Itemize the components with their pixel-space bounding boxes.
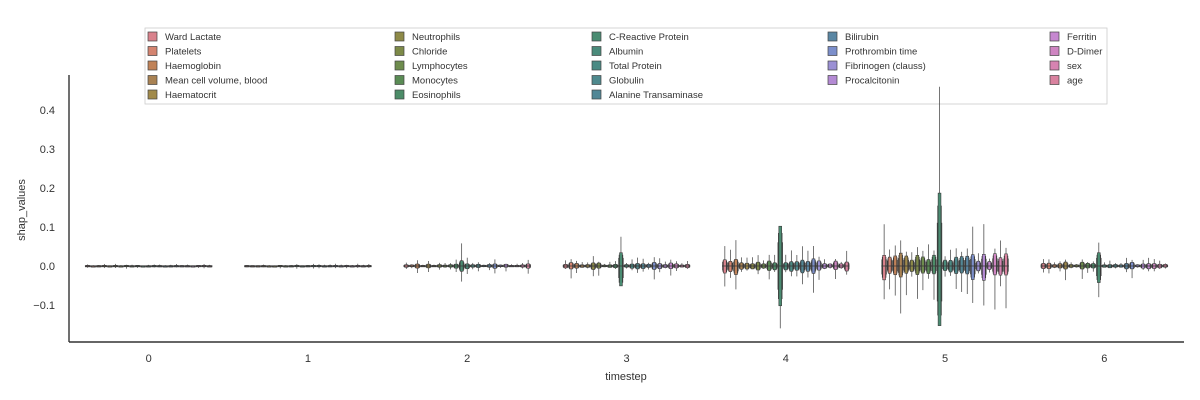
legend-label: Fibrinogen (clauss)	[845, 61, 926, 72]
legend-label: Ward Lactate	[165, 32, 221, 43]
legend-label: Haematocrit	[165, 90, 217, 101]
legend-swatch	[147, 31, 158, 42]
legend-frame	[144, 27, 1108, 105]
boxen-level	[993, 253, 997, 276]
x-tick-label: 4	[783, 353, 789, 365]
boxen-level	[971, 254, 975, 280]
legend-swatch	[827, 46, 838, 56]
legend-label: Ferritin	[1067, 32, 1097, 43]
boxen-level	[728, 261, 733, 272]
axes: −0.1 0.0 0.1 0.2 0.3 0.4 0 1 2 3 4 5 6 timestep sha…	[16, 75, 1184, 383]
boxen-level	[921, 256, 925, 274]
legend-label: Procalcitonin	[845, 76, 899, 87]
legend-swatch	[591, 60, 602, 71]
boxen-level	[845, 261, 849, 272]
boxen-level	[959, 256, 964, 274]
legend-label: Neutrophils	[412, 32, 460, 43]
legend-swatch	[394, 75, 405, 85]
legend-label: Bilirubin	[845, 32, 879, 43]
boxen-level	[932, 254, 936, 275]
boxen-level	[998, 257, 1003, 276]
legend-swatch	[1049, 46, 1060, 56]
y-tick-label: 0.1	[40, 222, 55, 234]
legend: Ward Lactate Platelets Haemoglobin Mean cel…	[144, 27, 1108, 105]
legend-label: Lymphocytes	[412, 61, 468, 72]
boxen-level	[904, 255, 909, 274]
y-tick-label: −0.1	[33, 300, 55, 312]
legend-swatch	[591, 75, 602, 85]
legend-label: Chloride	[412, 47, 447, 58]
legend-label: Mean cell volume, blood	[165, 76, 267, 87]
legend-swatch	[827, 31, 838, 42]
boxen-level	[833, 260, 838, 270]
y-tick-label: 0.0	[40, 261, 55, 273]
legend-label: sex	[1067, 61, 1082, 72]
x-tick-label: 0	[146, 353, 152, 365]
boxen-level	[1097, 252, 1101, 283]
boxen-level	[817, 260, 821, 271]
legend-swatch	[147, 89, 158, 100]
legend-swatch	[1049, 75, 1060, 85]
boxen-level	[789, 261, 794, 272]
legend-label: Eosinophils	[412, 90, 461, 101]
boxen-level	[987, 261, 992, 270]
boxen-level	[893, 255, 897, 276]
legend-swatch	[1049, 60, 1060, 71]
x-tick-label: 6	[1101, 353, 1107, 365]
boxen-level	[1004, 253, 1008, 276]
y-axis-label: shap_values	[16, 179, 28, 241]
legend-label: Alanine Transaminase	[609, 90, 703, 101]
legend-swatch	[394, 60, 405, 71]
legend-label: Monocytes	[412, 76, 458, 87]
plot-area	[84, 86, 1169, 329]
legend-label: C-Reactive Protein	[609, 32, 689, 43]
boxen-level	[1063, 261, 1068, 270]
legend-label: D-Dimer	[1067, 47, 1102, 58]
boxen-level	[937, 192, 942, 326]
boxen-level	[882, 255, 886, 281]
legend-swatch	[1049, 31, 1060, 42]
legend-swatch	[394, 89, 405, 100]
legend-label: Haemoglobin	[165, 61, 221, 72]
x-axis-label: timestep	[605, 371, 647, 383]
boxen-level	[954, 256, 958, 274]
legend-label: age	[1067, 76, 1083, 87]
x-tick-label: 5	[942, 353, 948, 365]
boxen-level	[965, 255, 969, 275]
legend-swatch	[591, 46, 602, 56]
legend-label: Globulin	[609, 76, 644, 87]
legend-swatch	[591, 31, 602, 42]
boxen-level	[926, 259, 931, 274]
legend-label: Prothrombin time	[845, 47, 917, 58]
y-tick-label: 0.2	[40, 183, 55, 195]
x-tick-label: 2	[464, 353, 470, 365]
legend-swatch	[827, 60, 838, 71]
legend-swatch	[147, 60, 158, 71]
legend-label: Total Protein	[609, 61, 662, 72]
boxen-level	[887, 256, 892, 274]
boxen-level	[943, 259, 947, 271]
legend-label: Albumin	[609, 47, 643, 58]
boxen-level	[723, 259, 727, 274]
boxen-level	[899, 252, 903, 278]
legend-label: Platelets	[165, 47, 202, 58]
boxen-level	[915, 255, 920, 275]
y-tick-label: 0.4	[40, 105, 55, 117]
boxen-level	[982, 254, 986, 281]
x-tick-label: 1	[305, 353, 311, 365]
legend-swatch	[591, 89, 602, 100]
y-tick-label: 0.3	[40, 144, 55, 156]
legend-swatch	[827, 75, 838, 85]
boxen-level	[619, 252, 623, 287]
legend-swatch	[394, 31, 405, 42]
boxen-level	[734, 259, 738, 275]
legend-swatch	[394, 46, 405, 56]
x-tick-label: 3	[623, 353, 629, 365]
legend-swatch	[147, 75, 158, 85]
boxen-level	[800, 259, 805, 274]
boxen-level	[597, 262, 601, 269]
legend-swatch	[147, 46, 158, 56]
